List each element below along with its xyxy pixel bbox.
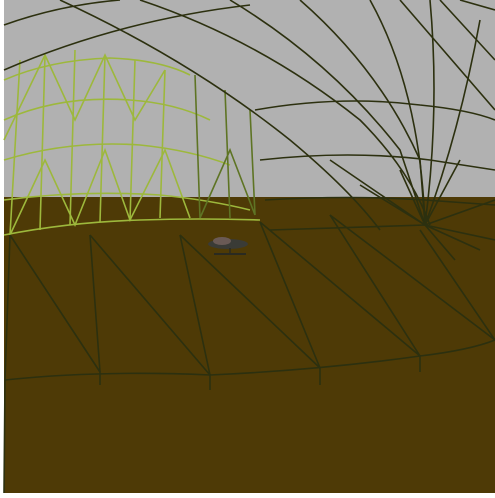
dome-lit-wireframe: [3, 49, 261, 236]
ground: [4, 197, 495, 493]
player-object: [208, 237, 248, 255]
dome-wireframe: [3, 0, 495, 494]
sky: [4, 0, 495, 197]
